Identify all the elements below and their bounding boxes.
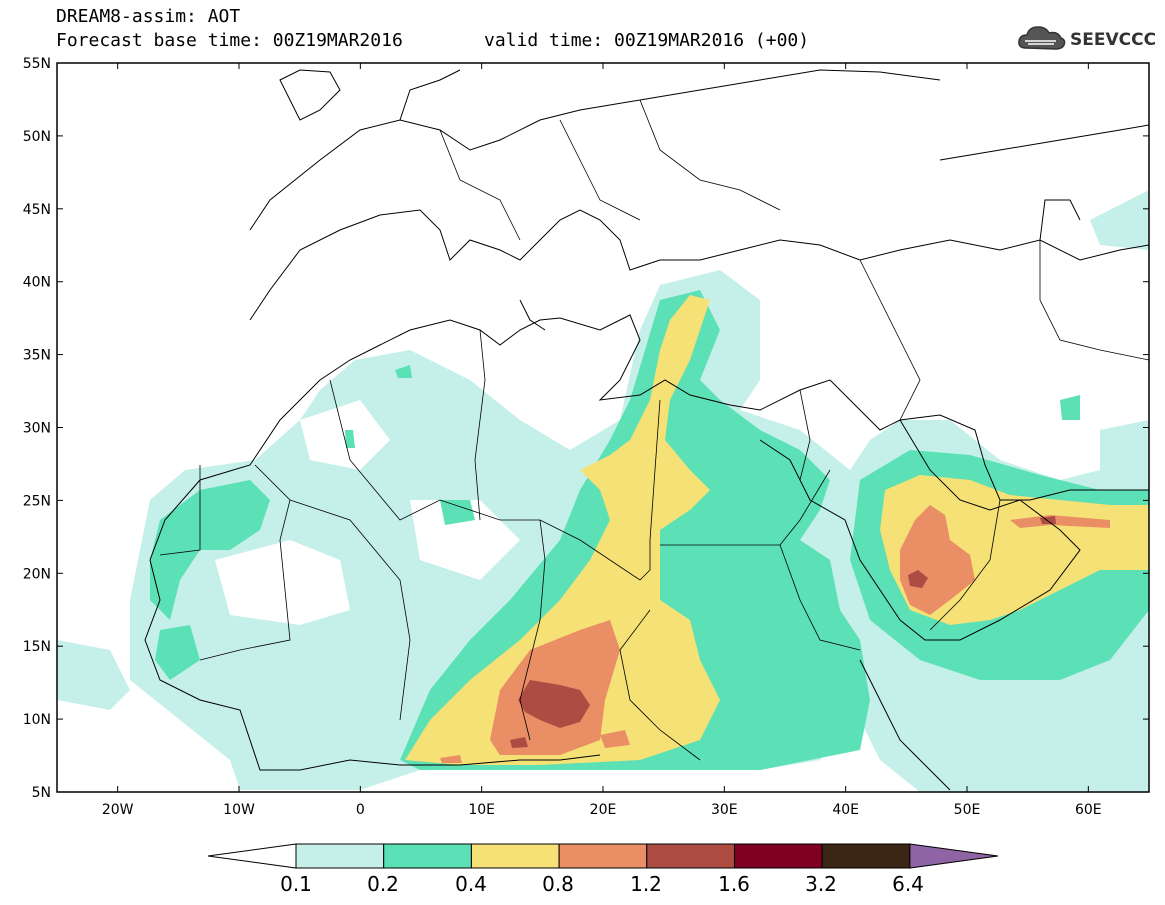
legend-label: 1.6 xyxy=(718,872,750,896)
longitude-label: 30E xyxy=(711,802,738,818)
latitude-label: 30N xyxy=(23,421,51,437)
latitude-label: 55N xyxy=(23,56,51,72)
seevccc-logo: SEEVCCC xyxy=(1016,22,1156,58)
valid-time: valid time: 00Z19MAR2016 (+00) xyxy=(484,30,810,51)
aot-field xyxy=(57,190,1149,792)
colorbar-segment xyxy=(470,843,560,869)
colorbar-segment xyxy=(383,843,472,869)
longitude-label: 10E xyxy=(468,802,495,818)
country-borders xyxy=(159,99,1149,761)
legend-label: 3.2 xyxy=(805,872,837,896)
longitude-label: 0 xyxy=(356,802,365,818)
colorbar-segment xyxy=(646,843,735,869)
logo-text: SEEVCCC xyxy=(1070,30,1157,50)
legend-label: 0.8 xyxy=(542,872,574,896)
aot-level-1.2 xyxy=(518,680,590,728)
colorbar-under-arrow xyxy=(207,843,297,869)
latitude-label: 20N xyxy=(23,566,51,582)
colorbar-over-arrow xyxy=(909,843,998,869)
latitude-label: 10N xyxy=(23,712,51,728)
map-title: DREAM8-assim: AOT xyxy=(56,6,241,27)
latitude-label: 25N xyxy=(23,493,51,509)
legend-label: 0.2 xyxy=(367,872,399,896)
latitude-label: 50N xyxy=(23,129,51,145)
longitude-label: 20E xyxy=(590,802,617,818)
legend-label: 6.4 xyxy=(892,872,924,896)
coastlines xyxy=(144,69,1149,791)
longitude-label: 50E xyxy=(954,802,981,818)
forecast-base-time: Forecast base time: 00Z19MAR2016 xyxy=(56,30,403,51)
latitude-label: 35N xyxy=(23,348,51,364)
latitude-label: 15N xyxy=(23,639,51,655)
legend-label: 0.1 xyxy=(280,872,312,896)
latitude-labels: 55N 50N 45N 40N 35N 30N 25N 20N 15N 10N 5N xyxy=(23,56,51,801)
latitude-label: 40N xyxy=(23,275,51,291)
colorbar-segment xyxy=(734,843,823,869)
aot-level-0.4 xyxy=(405,295,720,765)
color-bar xyxy=(207,843,998,869)
cloud-icon xyxy=(1018,26,1066,50)
latitude-label: 45N xyxy=(23,202,51,218)
longitude-label: 40E xyxy=(832,802,859,818)
longitude-labels: 20W 10W 0 10E 20E 30E 40E 50E 60E xyxy=(102,802,1102,818)
longitude-label: 10W xyxy=(223,802,255,818)
axis-ticks xyxy=(57,62,1149,793)
longitude-label: 60E xyxy=(1075,802,1102,818)
legend-label: 0.4 xyxy=(455,872,487,896)
colorbar-segment xyxy=(558,843,648,869)
colorbar-segment xyxy=(295,843,385,869)
latitude-label: 5N xyxy=(32,785,51,801)
legend-label: 1.2 xyxy=(630,872,662,896)
longitude-label: 20W xyxy=(102,802,134,818)
colorbar-segment xyxy=(821,843,911,869)
